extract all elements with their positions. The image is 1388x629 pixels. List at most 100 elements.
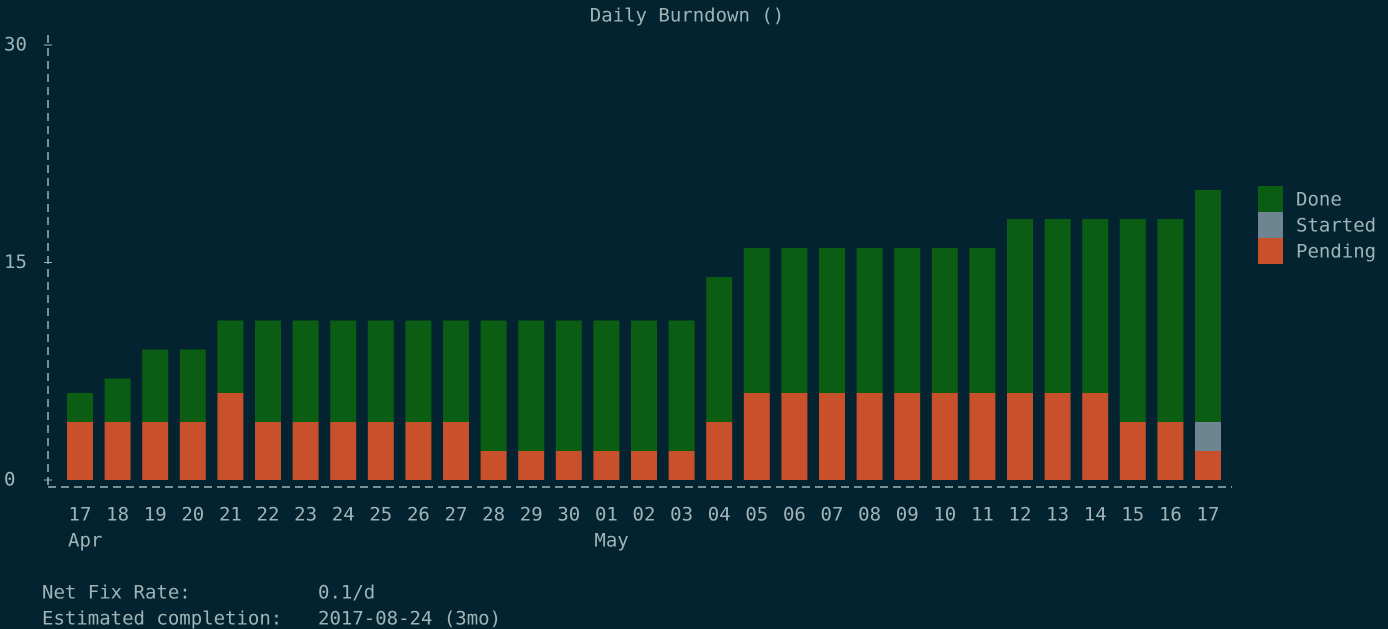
chart-title: Daily Burndown () [590,5,784,27]
bar-segment [405,320,432,422]
legend-swatch [1258,238,1283,264]
x-tick-label: 10 [933,504,956,526]
bar-segment [743,248,770,393]
x-tick-label: 23 [294,504,317,526]
x-tick-label: 22 [257,504,280,526]
bar-segment [894,393,921,480]
legend-swatch [1258,186,1283,212]
bar-segment [856,248,883,393]
bar-segment [668,451,695,480]
x-tick-label: 28 [482,504,505,526]
x-tick-label: 24 [332,504,355,526]
bar-segment [67,422,93,480]
x-tick-label: 08 [858,504,881,526]
bar-segment [443,422,469,480]
x-tick-label: 27 [445,504,468,526]
bar-segment [330,422,357,480]
bar-segment [1082,393,1109,480]
bar-segment [555,451,582,480]
x-tick-label: 06 [783,504,806,526]
bar-segment [292,422,319,480]
bar-segment [179,349,206,422]
bar-segment [1044,219,1071,393]
x-tick-label: 30 [557,504,580,526]
bar-segment [819,248,845,393]
bar-segment [555,320,582,451]
bar-segment [743,393,770,480]
x-tick-label: 07 [821,504,844,526]
footer-value: 0.1/d [318,582,375,604]
x-tick-label: 18 [106,504,129,526]
bar-segment [706,277,733,422]
bar-segment [1157,422,1184,480]
bar-segment [518,320,545,451]
bar-segment [217,320,244,393]
bar-segment [668,320,695,451]
bar-segment [142,422,169,480]
y-tick-label: 15 [4,251,27,273]
bar-segment [104,378,131,422]
bar-segment [706,422,733,480]
x-tick-label: 25 [369,504,392,526]
x-tick-label: 19 [144,504,167,526]
bar-segment [217,393,244,480]
bar-segment [781,393,808,480]
bar-segment [480,451,507,480]
y-tick-label: 0 [4,469,15,491]
bar-segment [179,422,206,480]
bar-segment [255,320,281,422]
footer-label: Estimated completion: [42,608,282,629]
footer-label: Net Fix Rate: [42,582,191,604]
x-tick-label: 09 [896,504,919,526]
x-tick-label: 11 [971,504,994,526]
x-tick-label: 15 [1121,504,1144,526]
x-tick-label: 04 [708,504,731,526]
bar-segment [931,393,958,480]
bar-segment [142,349,169,422]
x-tick-label: 29 [520,504,543,526]
x-tick-label: 17 [1197,504,1220,526]
bar-segment [480,320,507,451]
bar-segment [1119,422,1146,480]
bar-segment [631,320,657,451]
bar-segment [931,248,958,393]
y-tick-label: 30 [4,34,27,56]
bar-segment [1195,451,1221,480]
bar-segment [292,320,319,422]
legend-label: Pending [1296,241,1376,263]
x-tick-label: 17 [69,504,92,526]
x-tick-label: 16 [1159,504,1182,526]
x-tick-label: 01 [595,504,618,526]
bar-segment [1082,219,1109,393]
bar-segment [1195,190,1221,422]
legend-swatch [1258,212,1283,238]
bar-segment [330,320,357,422]
bar-segment [593,320,620,451]
legend-label: Started [1296,215,1376,237]
bar-segment [255,422,281,480]
x-month-label: Apr [68,530,102,552]
bar-segment [969,248,996,393]
x-tick-label: 05 [745,504,768,526]
bar-segment [67,393,93,422]
bar-segment [443,320,469,422]
x-tick-label: 20 [181,504,204,526]
bar-segment [969,393,996,480]
x-tick-label: 02 [633,504,656,526]
bar-segment [1119,219,1146,422]
bar-segment [1007,393,1033,480]
bar-segment [631,451,657,480]
x-tick-label: 26 [407,504,430,526]
bar-segment [1195,422,1221,451]
footer-value: 2017-08-24 (3mo) [318,608,501,629]
bar-segment [856,393,883,480]
x-tick-label: 21 [219,504,242,526]
bar-segment [518,451,545,480]
legend-label: Done [1296,189,1342,211]
x-month-label: May [594,530,628,552]
x-tick-label: 03 [670,504,693,526]
bar-segment [1157,219,1184,422]
